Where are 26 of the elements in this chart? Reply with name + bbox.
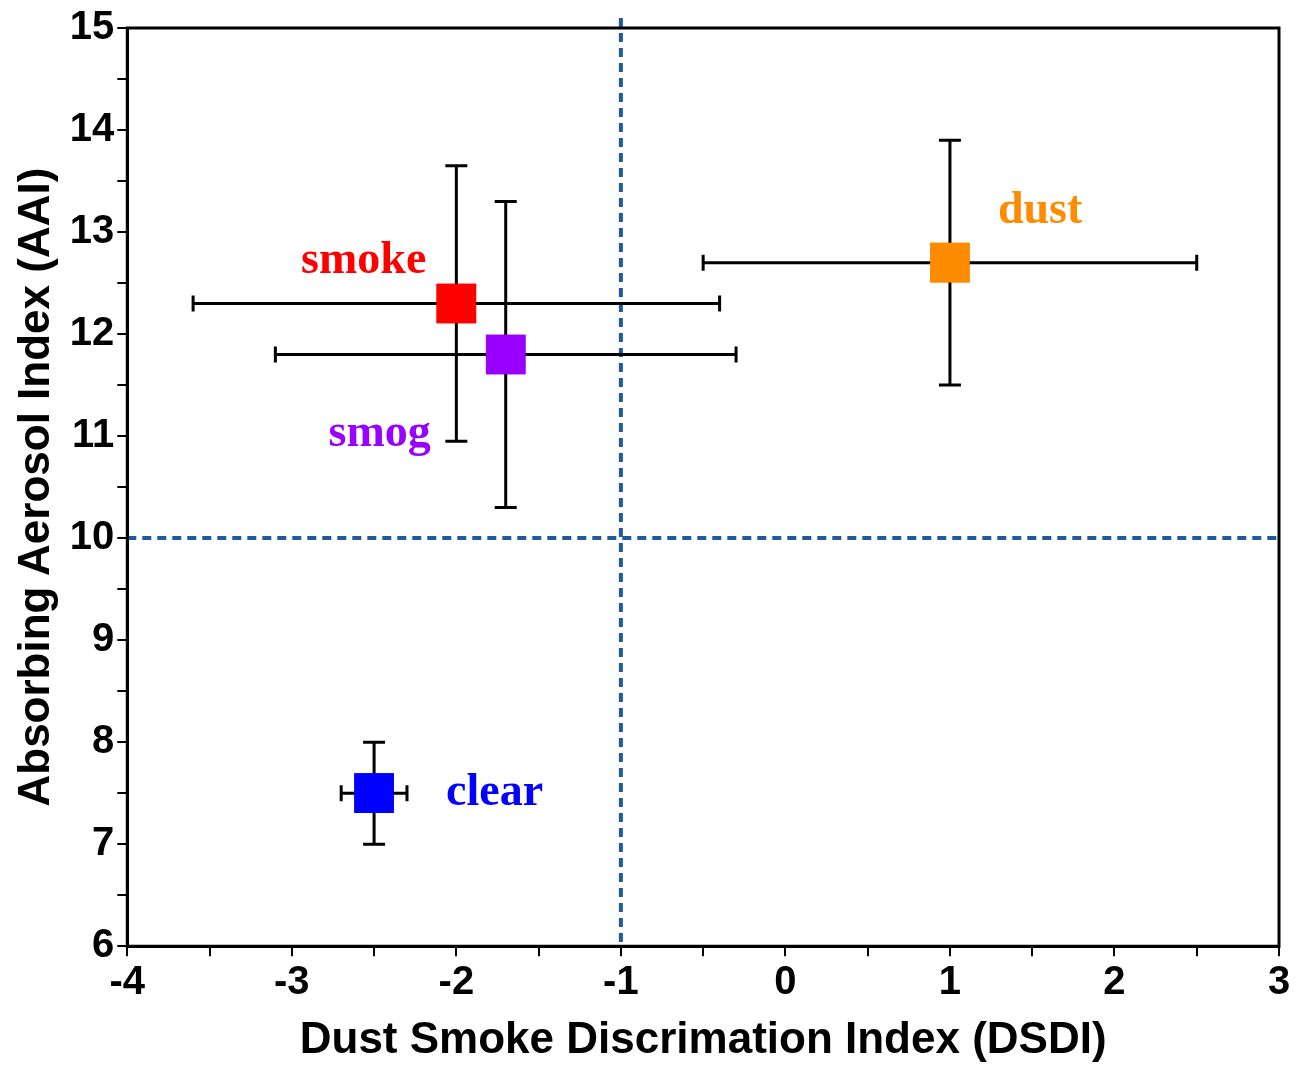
y-tick-label: 8 (92, 717, 115, 762)
series-label: clear (446, 764, 544, 816)
x-tick-label: 0 (774, 958, 797, 1003)
x-tick-label: 2 (1103, 958, 1126, 1003)
y-tick-label: 15 (69, 3, 115, 48)
y-tick-label: 10 (69, 513, 115, 558)
y-tick-label: 12 (69, 309, 115, 354)
y-tick-label: 7 (92, 819, 115, 864)
y-tick-label: 13 (69, 207, 115, 252)
y-tick-label: 11 (72, 411, 115, 456)
point (436, 283, 477, 324)
x-tick-label: -2 (438, 958, 475, 1003)
y-tick-label: 14 (69, 105, 116, 150)
series-label: smog (328, 405, 431, 457)
series-label: dust (997, 181, 1084, 233)
x-tick-label: 1 (938, 958, 962, 1003)
x-tick-label: -1 (603, 958, 639, 1003)
point (930, 242, 970, 283)
x-tick-label: 3 (1267, 958, 1291, 1003)
y-axis-title: Absorbing Aerosol Index (AAI) (8, 167, 58, 807)
x-tick-label: -3 (274, 958, 310, 1003)
point (354, 773, 394, 813)
y-tick-label: 9 (92, 615, 115, 660)
x-axis-title: Dust Smoke Discrimation Index (DSDI) (299, 1012, 1107, 1062)
point (485, 334, 526, 375)
series-label: smoke (301, 232, 427, 284)
